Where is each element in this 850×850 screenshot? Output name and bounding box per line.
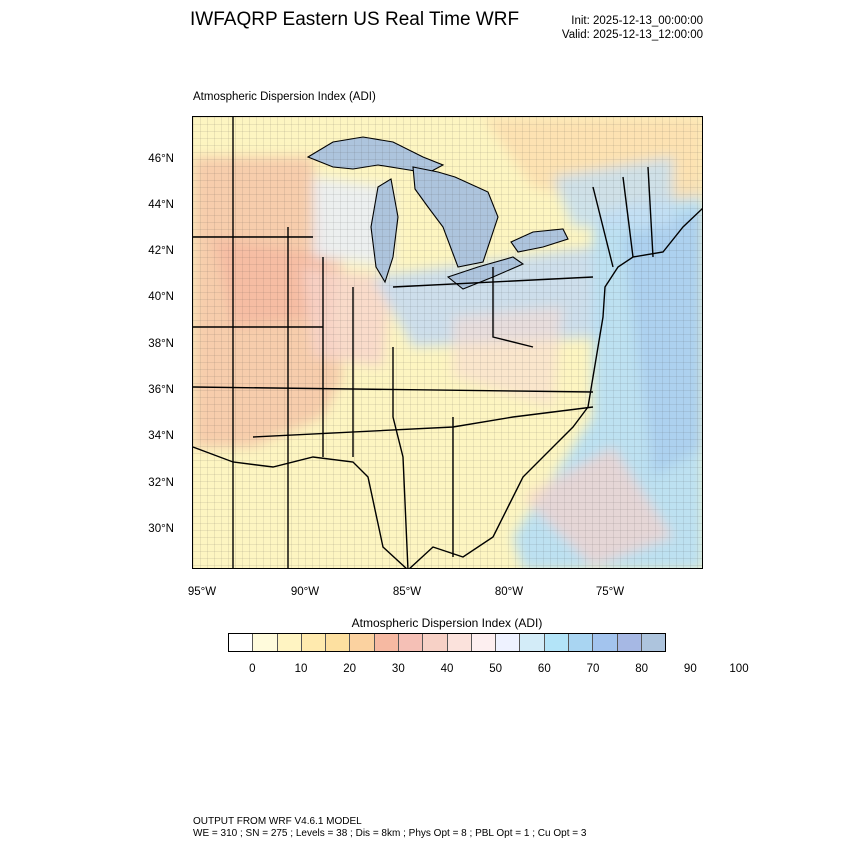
colorbar-tick-label: 20 — [343, 663, 357, 675]
map-panel — [192, 116, 703, 569]
lat-label-30: 30°N — [148, 523, 174, 535]
lat-label-38: 38°N — [148, 338, 174, 350]
colorbar-cell — [398, 634, 424, 651]
lat-label-36: 36°N — [148, 384, 174, 396]
lat-label-34: 34°N — [148, 430, 174, 442]
init-time: Init: 2025-12-13_00:00:00 — [571, 15, 703, 27]
colorbar-title: Atmospheric Dispersion Index (ADI) — [351, 616, 543, 630]
colorbar-cell — [471, 634, 497, 651]
page-title: IWFAQRP Eastern US Real Time WRF — [190, 9, 520, 30]
colorbar-cell — [253, 634, 278, 651]
lat-label-46: 46°N — [148, 153, 174, 165]
colorbar-tick-label: 10 — [294, 663, 308, 675]
lon-label-90: 90°W — [290, 586, 320, 598]
lat-label-40: 40°N — [148, 291, 174, 303]
colorbar-tick-label: 70 — [586, 663, 600, 675]
colorbar-tick-label: 100 — [729, 663, 749, 675]
map-field-label: Atmospheric Dispersion Index (ADI) — [193, 91, 376, 103]
colorbar-tick-label: 60 — [537, 663, 551, 675]
colorbar-cell — [277, 634, 302, 651]
colorbar-cell — [350, 634, 375, 651]
colorbar-cell — [423, 634, 448, 651]
colorbar-cell — [593, 634, 618, 651]
model-config: WE = 310 ; SN = 275 ; Levels = 38 ; Dis … — [193, 828, 587, 839]
lat-label-32: 32°N — [148, 477, 174, 489]
colorbar-cell — [447, 634, 472, 651]
colorbar-tick-label: 0 — [249, 663, 256, 675]
colorbar-cell — [326, 634, 351, 651]
run-times: Init: 2025-12-13_00:00:00 Valid: 2025-12… — [562, 14, 703, 42]
colorbar-cell — [617, 634, 642, 651]
colorbar-cell — [301, 634, 327, 651]
state-boundaries — [193, 117, 702, 568]
lat-label-44: 44°N — [148, 199, 174, 211]
model-version: OUTPUT FROM WRF V4.6.1 MODEL — [193, 816, 362, 827]
lon-label-80: 80°W — [494, 586, 524, 598]
adi-map — [193, 117, 702, 568]
colorbar — [228, 633, 666, 652]
colorbar-tick-label: 30 — [391, 663, 405, 675]
colorbar-cell — [496, 634, 521, 651]
lon-label-95: 95°W — [187, 586, 217, 598]
colorbar-tick-label: 40 — [440, 663, 454, 675]
colorbar-cell — [568, 634, 594, 651]
lat-label-42: 42°N — [148, 245, 174, 257]
model-info: OUTPUT FROM WRF V4.6.1 MODEL WE = 310 ; … — [193, 816, 586, 840]
colorbar-cell — [520, 634, 545, 651]
colorbar-cell — [544, 634, 569, 651]
colorbar-tick-label: 50 — [489, 663, 503, 675]
lon-label-75: 75°W — [595, 586, 625, 598]
colorbar-cell — [641, 634, 666, 651]
valid-time: Valid: 2025-12-13_12:00:00 — [561, 29, 703, 41]
colorbar-cell — [374, 634, 399, 651]
colorbar-tick-label: 80 — [635, 663, 649, 675]
colorbar-tick-label: 90 — [683, 663, 697, 675]
colorbar-cell — [229, 634, 254, 651]
lon-label-85: 85°W — [392, 586, 422, 598]
